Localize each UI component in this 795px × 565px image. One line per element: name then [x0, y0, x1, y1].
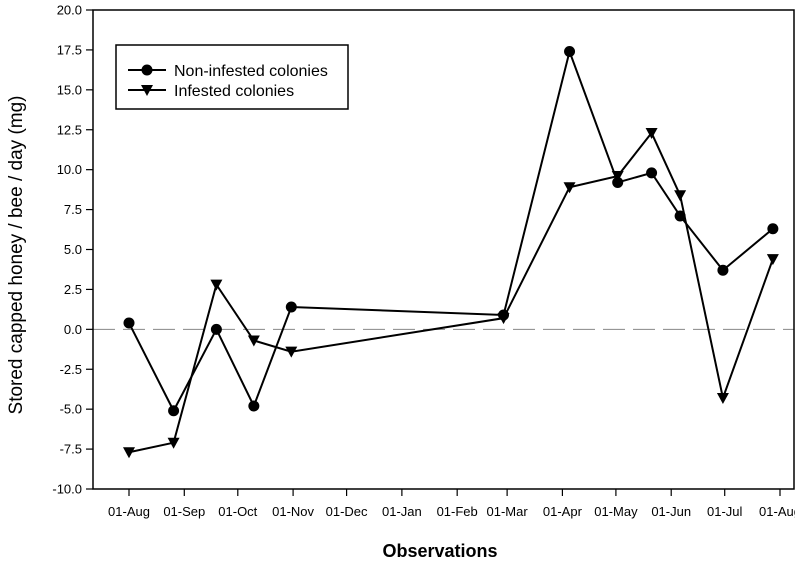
- x-tick-label: 01-Aug: [108, 504, 150, 519]
- legend: Non-infested colonies Infested colonies: [115, 44, 349, 110]
- plot-area-frame: [92, 9, 795, 490]
- data-point-infested-colonies: [674, 190, 687, 202]
- legend-marker-circle-icon: [141, 64, 153, 76]
- data-point-non-infested-colonies: [168, 405, 180, 417]
- data-point-non-infested-colonies: [674, 210, 686, 222]
- x-tick-label: 01-May: [594, 504, 638, 519]
- data-point-non-infested-colonies: [285, 301, 297, 313]
- data-point-infested-colonies: [123, 447, 135, 459]
- data-point-non-infested-colonies: [646, 167, 658, 179]
- data-point-infested-colonies: [285, 346, 298, 358]
- x-axis-title: Observations: [382, 541, 497, 561]
- y-tick-label: 0.0: [64, 322, 82, 337]
- y-tick-label: 17.5: [57, 42, 82, 57]
- x-tick-label: 01-Jul: [707, 504, 743, 519]
- y-tick-label: -7.5: [60, 442, 82, 457]
- series-line-infested-colonies: [128, 131, 774, 454]
- data-point-non-infested-colonies: [717, 264, 729, 276]
- x-tick-label: 01-Jan: [382, 504, 422, 519]
- x-tick-label: 01-Jun: [651, 504, 691, 519]
- data-point-infested-colonies: [766, 254, 779, 266]
- x-tick-label: 01-Aug: [759, 504, 795, 519]
- x-tick-label: 01-Nov: [272, 504, 314, 519]
- data-point-non-infested-colonies: [564, 46, 576, 58]
- data-point-infested-colonies: [645, 127, 658, 139]
- data-point-non-infested-colonies: [248, 400, 260, 412]
- y-tick-label: -10.0: [52, 482, 82, 497]
- y-tick-label: -2.5: [60, 362, 82, 377]
- y-axis-ticks: -10.0 -7.5 -5.0 -2.5 0.0 2.5 5.0 7.5 10.0 12.5 15.…: [52, 3, 93, 497]
- x-tick-label: 01-Feb: [437, 504, 478, 519]
- x-tick-label: 01-Oct: [218, 504, 257, 519]
- data-point-infested-colonies: [210, 279, 223, 291]
- legend-marker-triangle-icon: [141, 85, 153, 96]
- y-tick-label: 2.5: [64, 282, 82, 297]
- data-point-non-infested-colonies: [210, 323, 222, 335]
- legend-label-infested: Infested colonies: [174, 83, 294, 100]
- series-layer: [123, 46, 779, 459]
- legend-label-non-infested: Non-infested colonies: [174, 63, 328, 80]
- y-tick-label: 7.5: [64, 202, 82, 217]
- y-axis-title: Stored capped honey / bee / day (mg): [6, 96, 27, 415]
- x-tick-label: 01-Mar: [487, 504, 529, 519]
- data-point-infested-colonies: [611, 171, 624, 183]
- data-point-infested-colonies: [167, 437, 180, 449]
- data-point-infested-colonies: [563, 182, 576, 194]
- x-tick-label: 01-Apr: [543, 504, 583, 519]
- data-point-infested-colonies: [497, 313, 510, 325]
- data-point-infested-colonies: [716, 392, 729, 404]
- y-tick-label: 10.0: [57, 162, 82, 177]
- data-point-infested-colonies: [247, 335, 260, 347]
- x-tick-label: 01-Dec: [326, 504, 368, 519]
- x-tick-label: 01-Sep: [163, 504, 205, 519]
- data-point-non-infested-colonies: [767, 223, 779, 235]
- legend-box: [115, 44, 349, 110]
- y-tick-label: 20.0: [57, 3, 82, 18]
- data-point-non-infested-colonies: [123, 317, 135, 329]
- data-point-non-infested-colonies: [612, 176, 624, 188]
- x-axis-ticks: 01-Aug 01-Sep 01-Oct 01-Nov 01-Dec 01-Jan 01-F…: [108, 489, 795, 519]
- y-tick-label: 15.0: [57, 82, 82, 97]
- y-tick-label: -5.0: [60, 402, 82, 417]
- y-tick-label: 5.0: [64, 242, 82, 257]
- y-tick-label: 12.5: [57, 122, 82, 137]
